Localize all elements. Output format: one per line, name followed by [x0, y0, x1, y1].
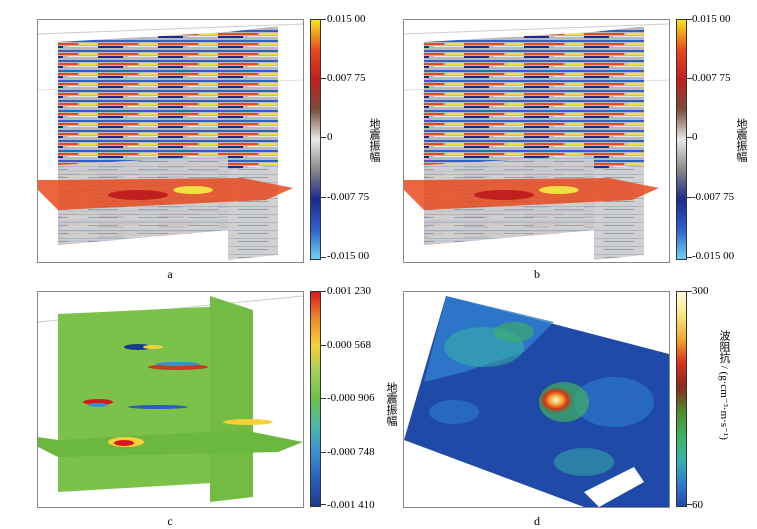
panel-d-colorbar-title: 波阻抗 / (g·cm⁻³·m·s⁻¹) [718, 330, 730, 440]
panel-b-tick-4: -0.007 75 [692, 191, 735, 203]
panel-a-tick-4: -0.007 75 [327, 191, 370, 203]
panel-a-tick-1: 0.015 00 [327, 13, 366, 25]
panel-a-label: a [167, 267, 173, 281]
panel-a-tick-2: 0.007 75 [327, 72, 366, 84]
panel-c-tick-2: 0.000 568 [327, 339, 371, 351]
panel-a-seismic-cube [37, 19, 304, 263]
panel-c-tick-1: 0.001 230 [327, 285, 371, 297]
panel-d-tick-max: 300 [692, 285, 709, 297]
panel-b-tick-3: 0 [692, 131, 698, 143]
panel-a-colorbar-title: 地震振幅 [368, 118, 380, 162]
panel-d-impedance-map [403, 291, 670, 508]
panel-d-tick-min: 60 [692, 499, 703, 511]
panel-c-tick-4: -0.000 748 [327, 446, 375, 458]
panel-b-seismic-cube [403, 19, 670, 263]
panel-a-colorbar [310, 19, 321, 260]
panel-c-colorbar-title: 地震振幅 [385, 382, 397, 426]
panel-a-tick-3: 0 [327, 131, 333, 143]
panel-b-tick-5: -0.015 00 [692, 250, 735, 262]
panel-b-colorbar-title: 地震振幅 [735, 118, 747, 162]
panel-d-colorbar [676, 291, 687, 507]
panel-b-tick-2: 0.007 75 [692, 72, 731, 84]
panel-a-tick-5: -0.015 00 [327, 250, 370, 262]
panel-d-label: d [534, 514, 540, 528]
panel-c-tick-3: -0.000 906 [327, 392, 375, 404]
panel-c-label: c [167, 514, 173, 528]
panel-b-label: b [534, 267, 540, 281]
panel-b-tick-1: 0.015 00 [692, 13, 731, 25]
panel-c-tick-5: -0.001 410 [327, 499, 375, 511]
panel-c-colorbar [310, 291, 321, 507]
panel-c-seismic-cube [37, 291, 304, 508]
panel-b-colorbar [676, 19, 687, 260]
